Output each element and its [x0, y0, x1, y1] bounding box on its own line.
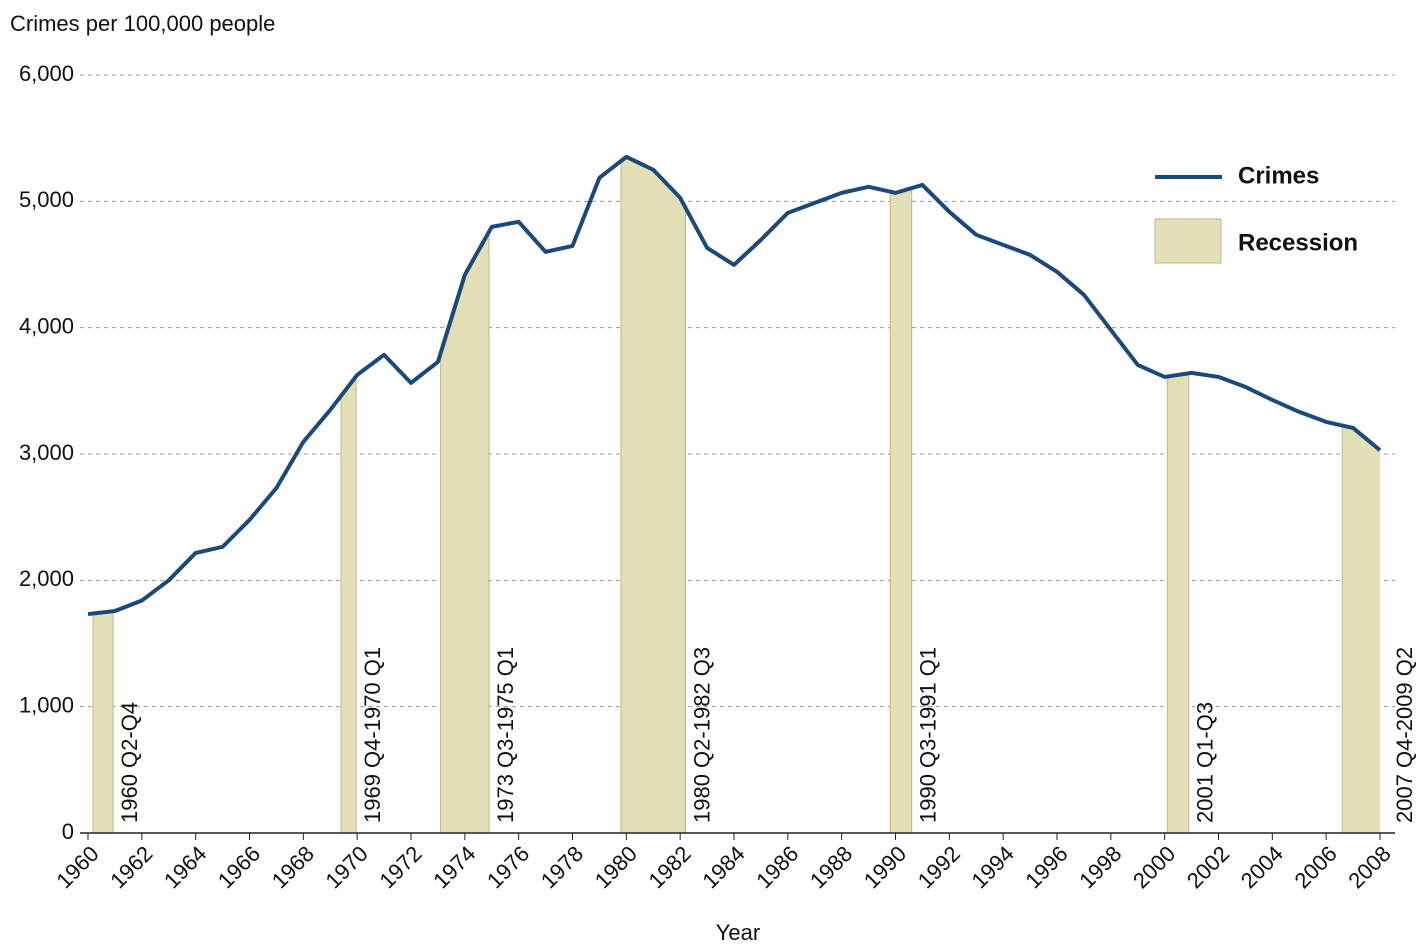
- x-tick-label: 1976: [482, 841, 534, 893]
- y-tick-label: 1,000: [19, 692, 74, 717]
- recession-label: 1990 Q3-1991 Q1: [915, 647, 940, 823]
- x-tick-label: 1986: [751, 841, 803, 893]
- recession-band: [340, 156, 357, 833]
- y-axis-title: Crimes per 100,000 people: [10, 11, 275, 36]
- y-tick-label: 2,000: [19, 566, 74, 591]
- recession-band: [1341, 156, 1380, 833]
- recession-band: [1166, 156, 1190, 833]
- x-axis-title: Year: [716, 920, 760, 944]
- recession-band: [620, 156, 687, 833]
- recession-label: 1973 Q3-1975 Q1: [493, 647, 518, 823]
- y-tick-label: 5,000: [19, 187, 74, 212]
- legend-swatch: [1154, 218, 1222, 264]
- x-tick-label: 1984: [697, 841, 749, 893]
- x-tick-label: 2002: [1182, 841, 1234, 893]
- recession-label: 2007 Q4-2009 Q2: [1392, 647, 1417, 823]
- x-tick-label: 1972: [374, 841, 426, 893]
- x-tick-label: 1990: [859, 841, 911, 893]
- x-tick-label: 2006: [1290, 841, 1342, 893]
- x-tick-label: 1978: [536, 841, 588, 893]
- x-tick-label: 1960: [51, 841, 103, 893]
- x-tick-label: 1962: [105, 841, 157, 893]
- y-tick-label: 0: [62, 819, 74, 844]
- recession-band: [440, 156, 490, 833]
- legend-label: Crimes: [1238, 162, 1319, 189]
- recession-band: [889, 156, 913, 833]
- x-tick-label: 1980: [590, 841, 642, 893]
- x-tick-label: 1964: [159, 841, 211, 893]
- x-tick-label: 1998: [1074, 841, 1126, 893]
- x-tick-label: 1968: [267, 841, 319, 893]
- x-tick-label: 2000: [1128, 841, 1180, 893]
- line: [87, 154, 1382, 617]
- recession-label: 1960 Q2-Q4: [117, 702, 142, 823]
- x-tick-label: 1982: [644, 841, 696, 893]
- legend-label: Recession: [1238, 229, 1358, 256]
- y-tick-label: 3,000: [19, 440, 74, 465]
- x-tick-label: 2008: [1343, 841, 1395, 893]
- recession-label: 2001 Q1-Q3: [1193, 702, 1218, 823]
- recession-label: 1980 Q2-1982 Q3: [689, 647, 714, 823]
- x-tick-label: 2004: [1236, 841, 1288, 893]
- x-tick-label: 1966: [213, 841, 265, 893]
- x-tick-label: 1970: [321, 841, 373, 893]
- y-tick-label: 4,000: [19, 313, 74, 338]
- recession-label: 1969 Q4-1970 Q1: [360, 647, 385, 823]
- x-tick-label: 1992: [913, 841, 965, 893]
- x-tick-label: 1988: [805, 841, 857, 893]
- x-tick-label: 1994: [967, 841, 1019, 893]
- x-tick-label: 1974: [428, 841, 480, 893]
- x-tick-label: 1996: [1020, 841, 1072, 893]
- y-tick-label: 6,000: [19, 61, 74, 86]
